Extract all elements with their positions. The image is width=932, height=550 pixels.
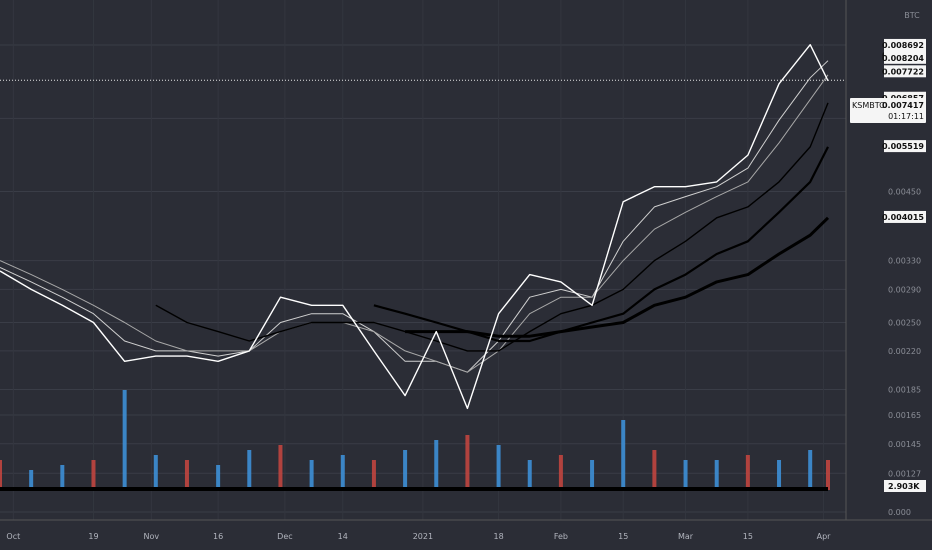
x-tick-label: 15 <box>743 532 753 541</box>
y-tick-label: 0.000 <box>888 508 911 517</box>
volume-bar <box>714 460 719 490</box>
countdown-label: 01:17:11 <box>888 112 924 121</box>
y-axis-background <box>846 0 932 520</box>
x-tick-label: Apr <box>817 532 832 541</box>
volume-bar <box>0 460 2 490</box>
volume-bar <box>434 440 439 490</box>
volume-bar <box>558 455 563 490</box>
x-tick-label: 19 <box>88 532 98 541</box>
volume-bar <box>621 420 626 490</box>
current-price-marker: KSMBTC 0.007417 01:17:11 <box>850 98 926 123</box>
volume-bar <box>527 460 532 490</box>
price-label-box: 0.005519 <box>882 140 926 153</box>
volume-bar <box>247 450 252 490</box>
volume-bar <box>371 460 376 490</box>
volume-marker: 2.903K <box>884 480 926 492</box>
x-tick-label: Oct <box>6 532 20 541</box>
volume-bar <box>184 460 189 490</box>
price-label-text: 0.008692 <box>882 41 924 50</box>
price-label-bg <box>884 140 926 153</box>
price-label-bg <box>884 65 926 78</box>
volume-bar <box>122 390 127 490</box>
price-label-text: 0.008204 <box>882 54 924 63</box>
price-label-box: 0.007722 <box>882 65 926 78</box>
moving-average-line-1 <box>0 60 829 373</box>
volume-bar <box>216 465 221 490</box>
volume-bar <box>826 460 830 490</box>
moving-averages <box>0 60 830 373</box>
price-label-text: 0.004015 <box>882 213 924 222</box>
moving-average-line-5 <box>405 216 830 338</box>
price-label-bg <box>884 38 926 51</box>
price-line <box>0 44 829 410</box>
last-price-label: 0.007417 <box>882 101 924 110</box>
price-label-bg <box>884 210 926 223</box>
volume-bars <box>0 390 830 491</box>
price-label-box: 0.008204 <box>882 51 926 64</box>
y-tick-label: 0.00450 <box>888 188 921 197</box>
x-tick-label: Dec <box>277 532 292 541</box>
x-tick-label: 15 <box>618 532 628 541</box>
moving-average-line-3 <box>155 102 829 352</box>
volume-bar <box>153 455 158 490</box>
price-label-box: 0.008692 <box>882 38 926 51</box>
volume-bar <box>683 460 688 490</box>
currency-label: BTC <box>904 11 920 20</box>
volume-bar <box>745 455 750 490</box>
volume-value-label: 2.903K <box>888 482 920 491</box>
x-axis-ticks[interactable]: Oct 19 Nov 16 Dec 14 2021 18 Feb 15 Mar 15 Apr <box>6 532 831 541</box>
volume-bar <box>60 465 65 490</box>
x-tick-label: Feb <box>554 532 568 541</box>
price-series-line <box>0 44 829 410</box>
moving-average-line-2 <box>0 74 829 373</box>
volume-ma <box>0 487 828 491</box>
volume-bar <box>777 460 782 490</box>
moving-average-line-4 <box>373 146 829 343</box>
x-tick-label: Nov <box>144 532 160 541</box>
volume-bar <box>808 450 813 490</box>
price-label-bg <box>884 51 926 64</box>
volume-bar <box>309 460 314 490</box>
y-tick-label: 0.00145 <box>888 440 921 449</box>
volume-bar <box>278 445 283 490</box>
x-axis-background <box>0 520 932 550</box>
volume-bar <box>652 450 657 490</box>
volume-bar <box>29 470 34 490</box>
y-tick-label: 0.00165 <box>888 411 921 420</box>
price-label-text: 0.005519 <box>882 142 924 151</box>
price-label-text: 0.007722 <box>882 67 924 76</box>
x-tick-label: Mar <box>678 532 694 541</box>
volume-bar <box>403 450 408 490</box>
x-tick-label: 14 <box>338 532 348 541</box>
x-tick-label: 16 <box>213 532 223 541</box>
y-tick-label: 0.00127 <box>888 469 921 478</box>
volume-bar <box>496 445 501 490</box>
y-tick-label: 0.00220 <box>888 347 921 356</box>
symbol-label: KSMBTC <box>852 101 885 110</box>
volume-bar <box>340 455 345 490</box>
y-tick-label: 0.00185 <box>888 386 921 395</box>
volume-bar <box>465 435 470 490</box>
y-tick-label: 0.00330 <box>888 257 921 266</box>
x-tick-label: 2021 <box>413 532 433 541</box>
x-tick-label: 18 <box>493 532 503 541</box>
y-tick-label: 0.00290 <box>888 285 921 294</box>
volume-bar <box>91 460 96 490</box>
volume-bar <box>590 460 595 490</box>
y-tick-label: 0.00250 <box>888 318 921 327</box>
price-label-box: 0.004015 <box>882 210 926 223</box>
